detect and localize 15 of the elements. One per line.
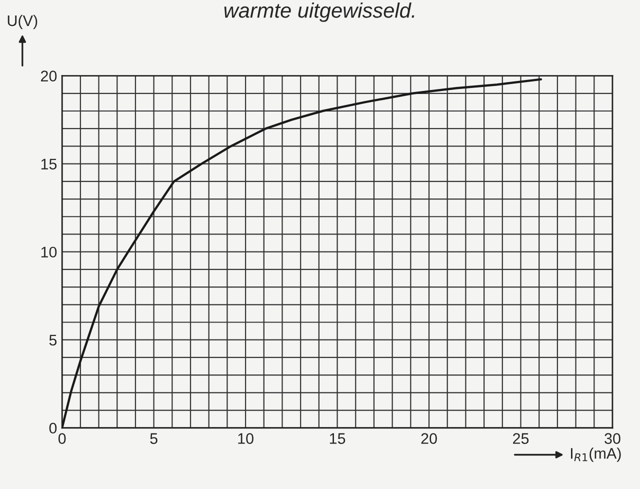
- y-tick-label: 20: [40, 70, 57, 82]
- x-axis-title: I$_{R1}$(mA): [571, 448, 621, 462]
- y-axis-title: U(V): [8, 14, 38, 30]
- x-tick-label: 20: [421, 433, 437, 444]
- x-tick-label: 0: [58, 433, 66, 444]
- x-tick-label: 25: [513, 433, 529, 444]
- x-tick-label: 15: [330, 433, 346, 444]
- y-tick-label: 10: [41, 246, 57, 258]
- x-tick-label: 30: [604, 433, 620, 444]
- y-tick-label: 5: [49, 334, 57, 346]
- y-tick-label: 0: [49, 422, 57, 434]
- text: warmte uitgewisseld.: [224, 2, 414, 22]
- x-tick-label: 5: [150, 433, 158, 444]
- y-tick-label: 15: [41, 158, 57, 170]
- x-tick-label: 10: [238, 433, 254, 444]
